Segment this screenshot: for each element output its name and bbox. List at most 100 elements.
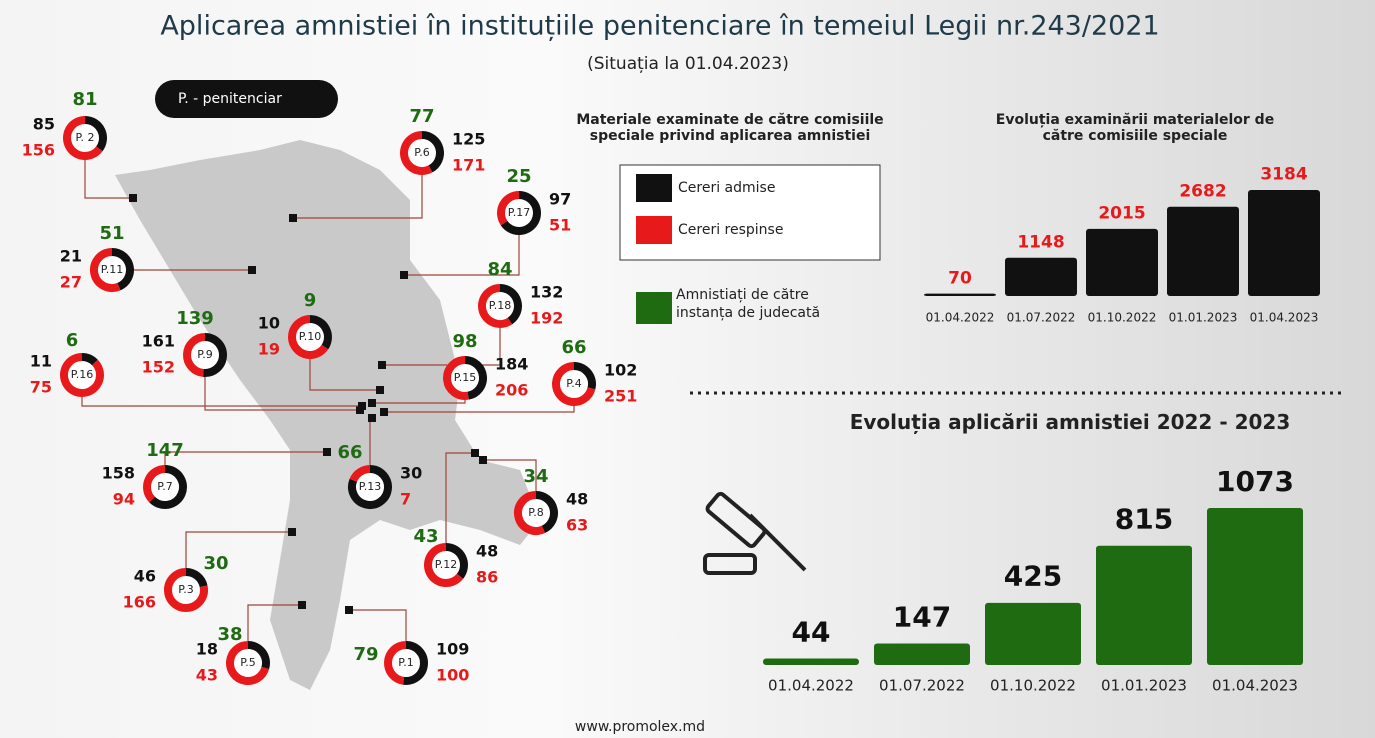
- map-point: [376, 386, 384, 394]
- bar: [1207, 508, 1303, 665]
- donut-name: P.6: [414, 146, 429, 159]
- infographic: Aplicarea amnistiei în instituțiile peni…: [0, 0, 1375, 738]
- rejected-label: 94: [113, 490, 135, 509]
- x-tick-label: 01.07.2022: [879, 677, 965, 695]
- admitted-label: 10: [258, 314, 280, 333]
- subtitle: (Situația la 01.04.2023): [587, 54, 789, 74]
- rejected-label: 152: [142, 358, 175, 377]
- donut-name: P. 2: [76, 131, 95, 144]
- value-label: 815: [1115, 503, 1173, 536]
- map-point: [479, 456, 487, 464]
- admitted-label: 161: [142, 332, 175, 351]
- x-tick-label: 01.01.2023: [1169, 311, 1238, 325]
- admitted-label: 102: [604, 361, 637, 380]
- map-point: [248, 266, 256, 274]
- amnestied-label: 84: [487, 259, 512, 280]
- map-point: [323, 448, 331, 456]
- value-label: 44: [792, 615, 831, 648]
- donut-name: P.17: [508, 206, 530, 219]
- bar: [1086, 229, 1158, 296]
- value-label: 1148: [1017, 232, 1064, 252]
- title: Aplicarea amnistiei în instituțiile peni…: [160, 11, 1159, 42]
- rejected-label: 171: [452, 156, 485, 175]
- value-label: 2682: [1179, 181, 1226, 201]
- gavel-icon: [705, 492, 805, 573]
- rejected-label: 19: [258, 340, 280, 359]
- donut-name: P.4: [566, 377, 581, 390]
- amnestied-label: 51: [99, 223, 124, 244]
- value-label: 3184: [1260, 165, 1307, 185]
- amnestied-label: 79: [353, 644, 378, 665]
- rejected-label: 43: [196, 666, 218, 685]
- donut-name: P.11: [101, 263, 123, 276]
- map-point: [368, 414, 376, 422]
- map-point: [378, 361, 386, 369]
- amnestied-label: 25: [506, 166, 531, 187]
- canvas: Aplicarea amnistiei în instituțiile peni…: [0, 0, 1375, 738]
- map-point: [471, 449, 479, 457]
- admitted-label: 46: [134, 567, 156, 586]
- value-label: 2015: [1098, 204, 1145, 224]
- admitted-label: 30: [400, 464, 422, 483]
- donut-name: P.10: [299, 330, 321, 343]
- footer: www.promolex.md: [575, 719, 705, 735]
- map-point: [288, 528, 296, 536]
- legend-title: Materiale examinate de către comisiile s…: [560, 112, 900, 144]
- amnestied-label: 81: [72, 89, 97, 110]
- donut-name: P.5: [240, 656, 255, 669]
- admitted-label: 97: [549, 190, 571, 209]
- legend-swatch: [636, 292, 672, 324]
- rejected-label: 86: [476, 568, 498, 587]
- amnestied-label: 6: [66, 330, 79, 351]
- legend-label: Cereri admise: [678, 180, 775, 196]
- x-tick-label: 01.04.2022: [926, 311, 995, 325]
- legend-label-box: Amnistiați de către instanța de judecată: [676, 286, 846, 330]
- bar: [985, 603, 1081, 665]
- x-tick-label: 01.01.2023: [1101, 677, 1187, 695]
- amnestied-label: 147: [146, 440, 184, 461]
- admitted-label: 48: [566, 490, 588, 509]
- bar: [874, 643, 970, 665]
- donut-name: P.3: [178, 583, 193, 596]
- donut-name: P.18: [489, 299, 511, 312]
- donut-name: P.7: [157, 480, 172, 493]
- donut-name: P.15: [454, 371, 476, 384]
- bar: [1248, 190, 1320, 296]
- amnestied-label: 66: [561, 337, 586, 358]
- value-label: 70: [948, 268, 972, 288]
- value-label: 1073: [1216, 465, 1294, 498]
- x-tick-label: 01.04.2023: [1250, 311, 1319, 325]
- amnestied-label: 139: [176, 308, 214, 329]
- rejected-label: 206: [495, 381, 528, 400]
- bar: [1167, 207, 1239, 296]
- legend-swatch: [636, 174, 672, 202]
- admitted-label: 85: [33, 115, 55, 134]
- x-tick-label: 01.10.2022: [990, 677, 1076, 695]
- bar: [924, 294, 996, 296]
- donut-name: P.8: [528, 506, 543, 519]
- x-tick-label: 01.10.2022: [1088, 311, 1157, 325]
- x-tick-label: 01.04.2023: [1212, 677, 1298, 695]
- map-point: [400, 271, 408, 279]
- bar: [1096, 546, 1192, 665]
- map-point: [380, 408, 388, 416]
- legend-label: Cereri respinse: [678, 222, 783, 238]
- rejected-label: 100: [436, 666, 469, 685]
- legend-swatch: [636, 216, 672, 244]
- admitted-label: 18: [196, 640, 218, 659]
- rejected-label: 27: [60, 273, 82, 292]
- map-point: [298, 601, 306, 609]
- rejected-label: 166: [123, 593, 156, 612]
- bar: [763, 659, 859, 665]
- rejected-label: 7: [400, 490, 411, 509]
- value-label: 425: [1004, 560, 1062, 593]
- rejected-label: 75: [30, 378, 52, 397]
- admitted-label: 109: [436, 640, 469, 659]
- map-point: [345, 606, 353, 614]
- chart-title: Evoluția aplicării amnistiei 2022 - 2023: [830, 410, 1310, 434]
- donut-name: P.9: [197, 348, 212, 361]
- amnestied-label: 30: [203, 553, 228, 574]
- chart-title: Evoluția examinării materialelor de cătr…: [985, 112, 1285, 144]
- admitted-label: 48: [476, 542, 498, 561]
- legend-label: Amnistiați de către instanța de judecată: [676, 286, 846, 322]
